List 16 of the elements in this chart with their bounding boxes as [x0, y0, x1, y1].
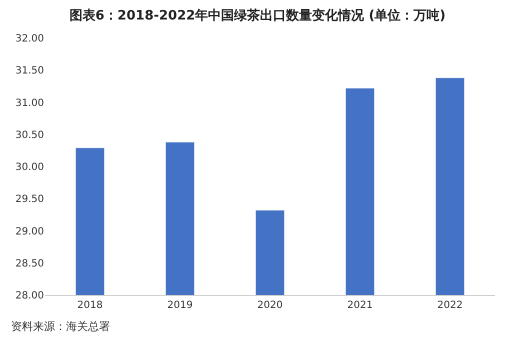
- y-tick-label: 29.00: [15, 226, 44, 238]
- y-tick-label: 28.00: [15, 290, 44, 302]
- y-tick-label: 31.00: [15, 98, 44, 109]
- y-tick-label: 29.50: [15, 194, 44, 206]
- y-tick-label: 28.50: [15, 258, 44, 270]
- chart-title: 图表6：2018-2022年中国绿茶出口数量变化情况 (单位：万吨): [69, 7, 446, 24]
- x-tick-label: 2019: [167, 300, 193, 311]
- x-tick-label: 2022: [437, 300, 463, 311]
- y-tick-label: 32.00: [15, 34, 44, 44]
- x-tick-label: 2021: [347, 300, 373, 311]
- x-tick-label: 2018: [77, 300, 103, 311]
- text: 资料来源：海关总署: [11, 320, 110, 333]
- x-tick-label: 2020: [257, 300, 283, 311]
- y-tick-label: 30.50: [15, 130, 44, 141]
- y-tick-label: 31.50: [15, 66, 44, 77]
- y-tick-label: 30.00: [15, 162, 44, 173]
